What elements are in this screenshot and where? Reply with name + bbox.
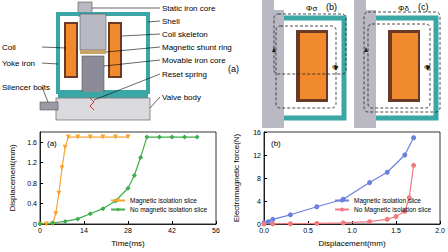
svg-text:0: 0 <box>33 221 37 228</box>
svg-text:No Magnetic isolation slice: No Magnetic isolation slice <box>354 206 431 214</box>
svg-text:56: 56 <box>212 227 220 234</box>
svg-text:Magnetic isolation slice: Magnetic isolation slice <box>130 197 197 205</box>
svg-text:Coil: Coil <box>2 43 16 52</box>
svg-text:Static iron core: Static iron core <box>162 4 216 13</box>
svg-text:Yoke iron: Yoke iron <box>2 59 35 68</box>
svg-text:Displacement(mm): Displacement(mm) <box>8 144 17 211</box>
svg-text:Time(ms): Time(ms) <box>111 239 145 248</box>
svg-text:Silencer bolts: Silencer bolts <box>2 83 50 92</box>
svg-text:8: 8 <box>257 175 261 182</box>
svg-text:0.4: 0.4 <box>27 200 37 207</box>
svg-text:Reset spring: Reset spring <box>162 70 207 79</box>
svg-text:Φσ: Φσ <box>306 4 317 13</box>
svg-text:Shell: Shell <box>162 17 180 26</box>
svg-text:14: 14 <box>80 227 88 234</box>
svg-text:(b): (b) <box>271 139 281 148</box>
svg-text:12: 12 <box>253 152 261 159</box>
svg-text:(a): (a) <box>47 139 57 148</box>
svg-text:42: 42 <box>168 227 176 234</box>
svg-text:0.8: 0.8 <box>27 180 37 187</box>
svg-text:1.0: 1.0 <box>347 227 357 234</box>
svg-text:Movable iron core: Movable iron core <box>162 56 226 65</box>
svg-text:4: 4 <box>257 198 261 205</box>
svg-text:Coil skeleton: Coil skeleton <box>162 30 208 39</box>
svg-text:Φ: Φ <box>332 63 338 72</box>
svg-text:Φδ: Φδ <box>398 4 409 13</box>
svg-text:Magnetic shunt ring: Magnetic shunt ring <box>162 43 232 52</box>
svg-text:0.0: 0.0 <box>259 227 269 234</box>
svg-text:(c): (c) <box>418 2 429 12</box>
svg-text:0.5: 0.5 <box>303 227 313 234</box>
svg-text:1.6: 1.6 <box>27 139 37 146</box>
svg-text:Φ: Φ <box>424 63 430 72</box>
svg-text:Valve body: Valve body <box>162 93 201 102</box>
svg-text:1.2: 1.2 <box>27 159 37 166</box>
svg-text:28: 28 <box>124 227 132 234</box>
svg-text:0: 0 <box>38 227 42 234</box>
svg-text:Magnetic isolation slice: Magnetic isolation slice <box>354 197 421 205</box>
svg-text:No magnetic isolation slice: No magnetic isolation slice <box>130 206 207 214</box>
svg-text:Displacement(mm): Displacement(mm) <box>318 239 385 248</box>
svg-text:(a): (a) <box>228 64 239 74</box>
svg-text:16: 16 <box>253 129 261 136</box>
svg-text:2.0: 2.0 <box>435 227 445 234</box>
svg-text:1.5: 1.5 <box>391 227 401 234</box>
svg-text:Electromagnetic force(N): Electromagnetic force(N) <box>232 133 241 222</box>
svg-text:(b): (b) <box>326 2 337 12</box>
svg-text:0: 0 <box>257 220 261 228</box>
